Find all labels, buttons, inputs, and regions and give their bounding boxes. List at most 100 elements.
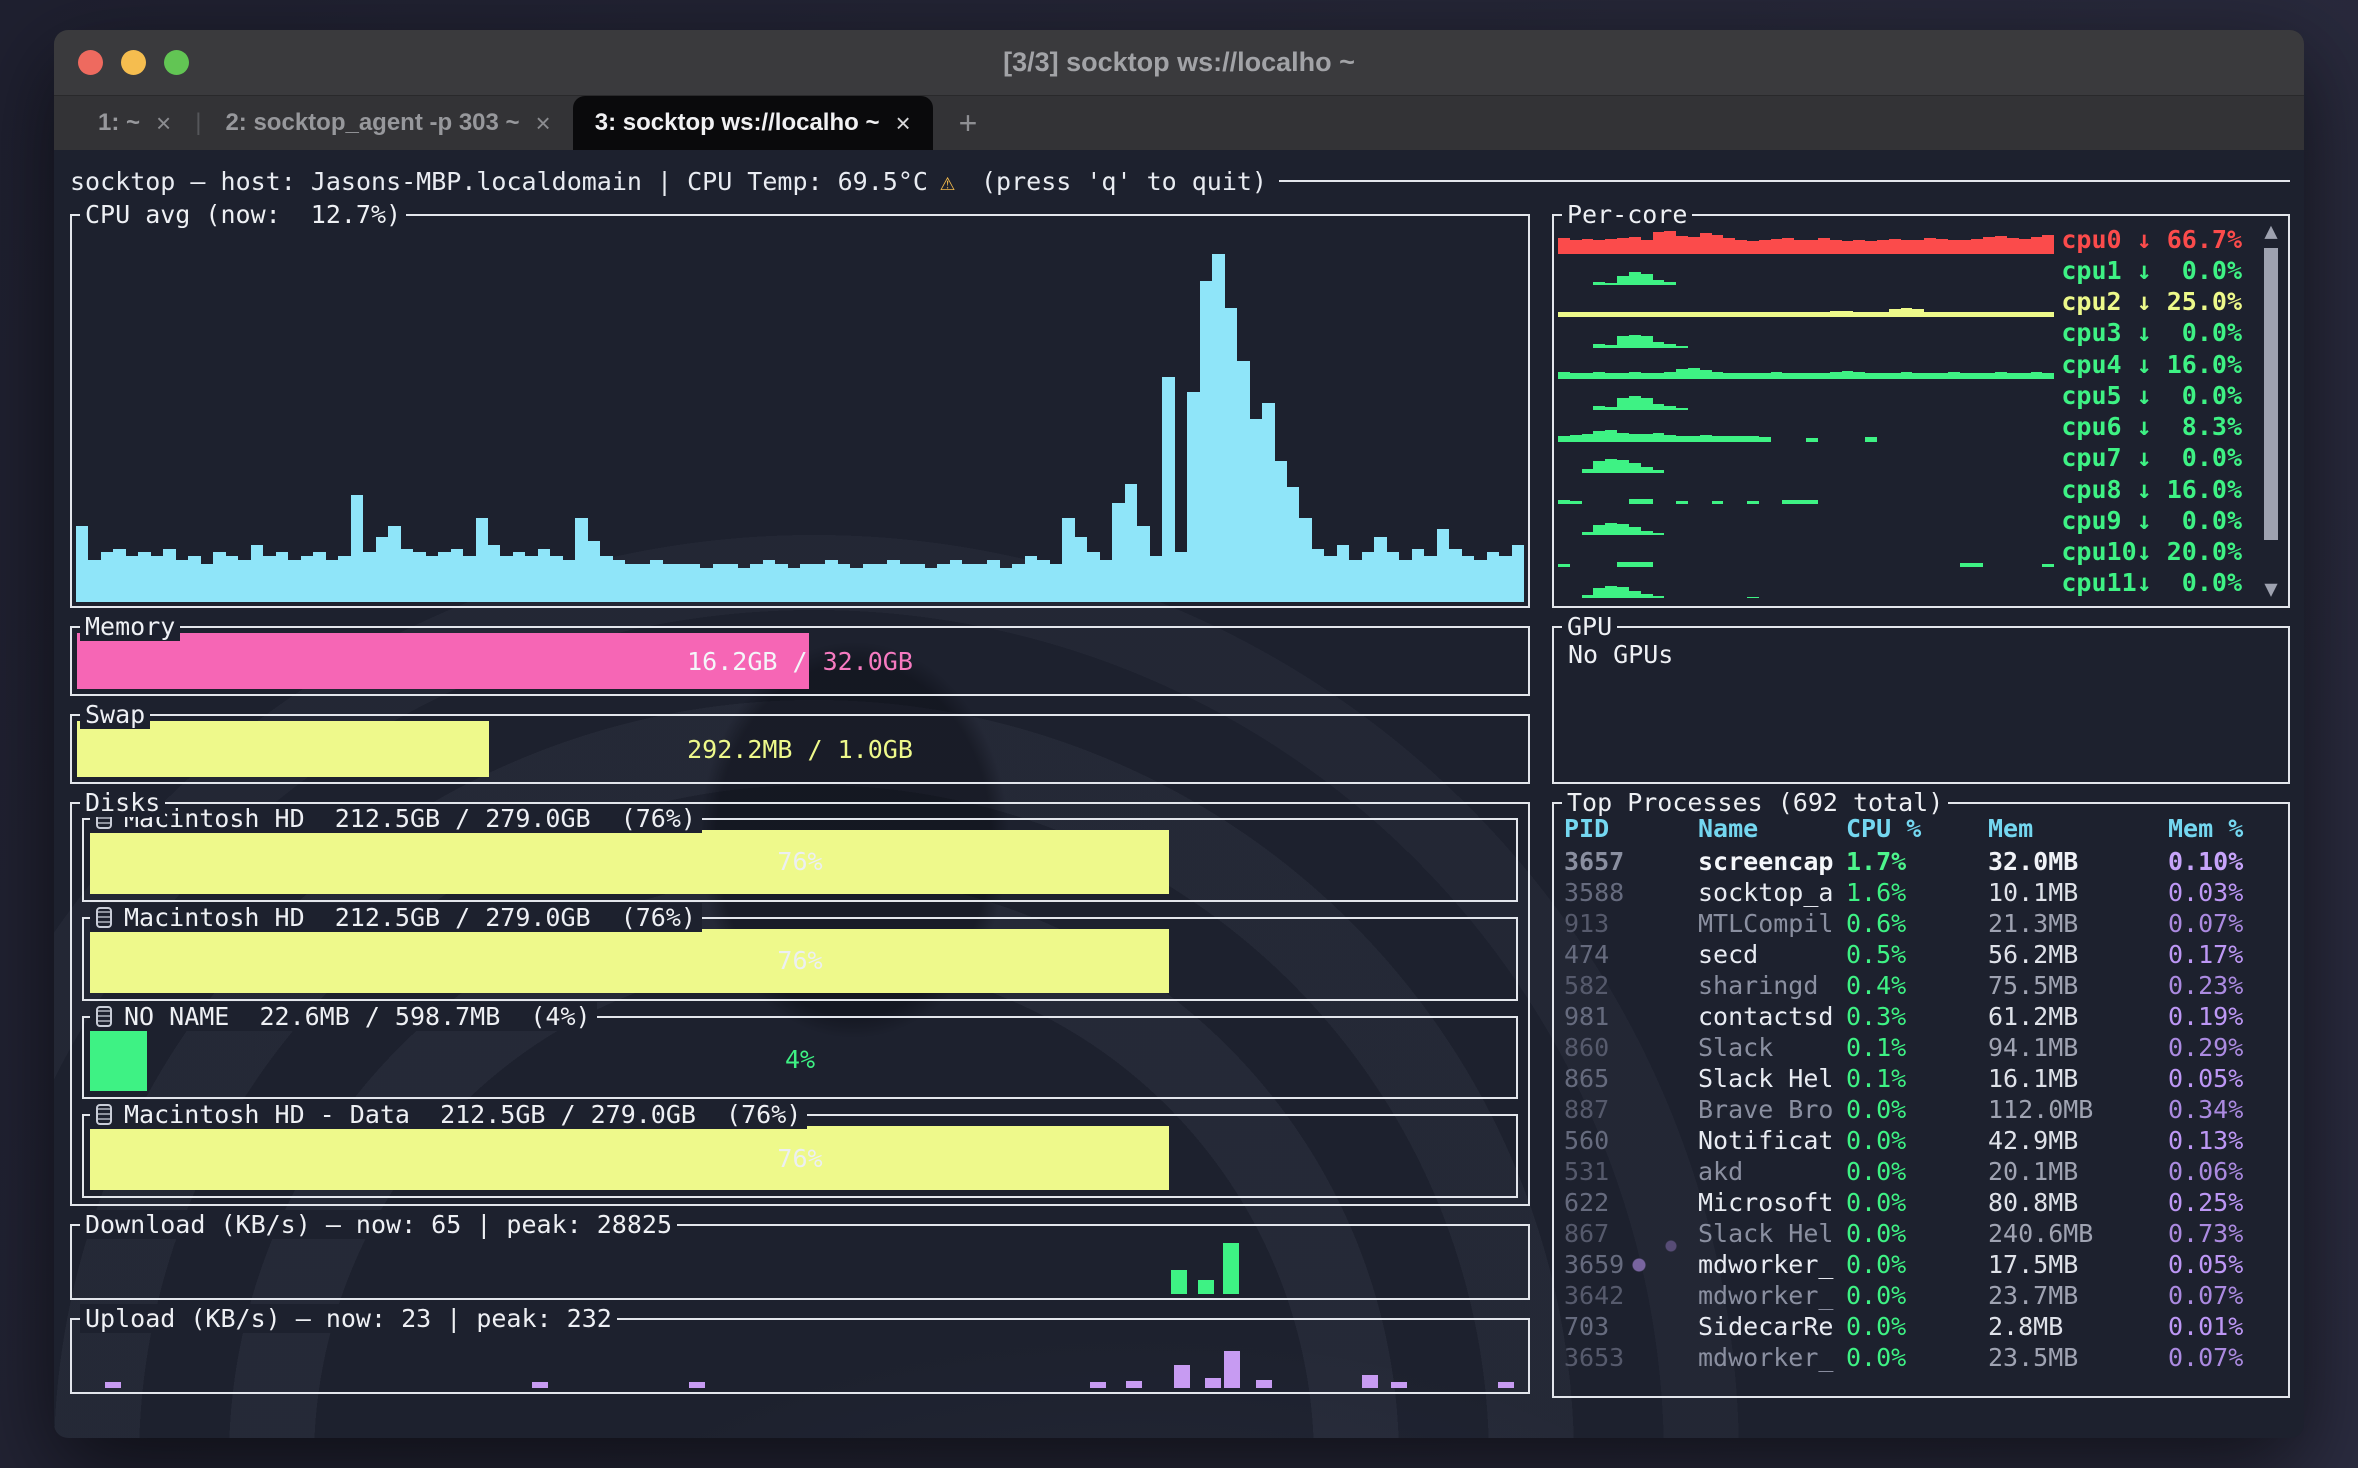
minimize-window-button[interactable] bbox=[121, 50, 146, 75]
core-row: cpu11↓ 0.0% bbox=[1558, 568, 2242, 598]
disk-icon bbox=[96, 1005, 112, 1027]
tab-2[interactable]: 2: socktop_agent -p 303 ~ × bbox=[203, 96, 572, 150]
spark-bar bbox=[1782, 499, 1795, 505]
zoom-window-button[interactable] bbox=[164, 50, 189, 75]
core-label: cpu10↓ 20.0% bbox=[2061, 537, 2242, 567]
tab-close-icon[interactable]: × bbox=[535, 107, 551, 138]
cpu-history-bar bbox=[1012, 563, 1025, 602]
tab-close-icon[interactable]: × bbox=[895, 107, 911, 138]
cpu-history-bar bbox=[1074, 537, 1088, 602]
net-bar bbox=[104, 1382, 121, 1388]
proc-name: mdworker_ bbox=[1698, 1343, 1834, 1372]
cpu-history-bar bbox=[175, 559, 189, 602]
spark-bar bbox=[1865, 240, 1877, 254]
spark-bar bbox=[1617, 373, 1629, 380]
spark-bar bbox=[1853, 372, 1866, 380]
spark-bar bbox=[1735, 435, 1747, 442]
spark-bar bbox=[1912, 239, 1925, 254]
memory-gauge-fill bbox=[77, 633, 809, 689]
cpu-history-bar bbox=[1486, 552, 1500, 602]
disk-title: Macintosh HD - Data 212.5GB / 279.0GB (7… bbox=[90, 1100, 808, 1130]
swap-gauge: 292.2MB / 1.0GB bbox=[77, 721, 1523, 777]
tab-3[interactable]: 3: socktop ws://localho ~ × bbox=[572, 96, 933, 150]
new-tab-button[interactable]: + bbox=[958, 104, 978, 141]
spark-bar bbox=[1924, 311, 1936, 317]
cpu-history-bar bbox=[475, 517, 488, 602]
spark-bar bbox=[1605, 282, 1618, 286]
spark-bar bbox=[1699, 233, 1712, 254]
spark-bar bbox=[1558, 238, 1570, 254]
spark-bar bbox=[1900, 240, 1913, 254]
spark-bar bbox=[1676, 312, 1688, 317]
spark-bar bbox=[1593, 344, 1606, 348]
spark-bar bbox=[1640, 397, 1653, 411]
cpu-history-bar bbox=[850, 567, 863, 602]
cpu-history-bar bbox=[1461, 556, 1475, 602]
spark-bar bbox=[1782, 237, 1795, 254]
cpu-history-bar bbox=[313, 552, 326, 602]
proc-pid: 981 bbox=[1564, 1002, 1610, 1031]
proc-memp: 0.23% bbox=[2168, 971, 2244, 1000]
disk-icon bbox=[96, 906, 112, 928]
per-core-scrollbar[interactable]: ▲ ▼ bbox=[2258, 218, 2284, 604]
cpu-history-bar bbox=[974, 563, 988, 602]
memory-panel: Memory 16.2GB / 32.0GB bbox=[70, 612, 1530, 696]
cpu-history-bar bbox=[1087, 552, 1100, 602]
spark-bar bbox=[1617, 562, 1629, 567]
proc-name: contactsd bbox=[1698, 1002, 1834, 1031]
spark-bar bbox=[1947, 372, 1960, 380]
proc-cpu: 0.0% bbox=[1846, 1281, 1907, 1310]
spark-bar bbox=[1605, 430, 1618, 442]
core-row: cpu1 ↓ 0.0% bbox=[1558, 255, 2242, 286]
scrollbar-thumb[interactable] bbox=[2264, 248, 2278, 540]
proc-pid: 865 bbox=[1564, 1064, 1610, 1093]
cpu-history-bar bbox=[163, 548, 176, 602]
spark-bar bbox=[1806, 499, 1818, 505]
scroll-down-icon[interactable]: ▼ bbox=[2264, 577, 2278, 602]
spark-bar bbox=[1664, 230, 1677, 254]
spark-bar bbox=[1569, 500, 1582, 505]
proc-pid: 703 bbox=[1564, 1312, 1610, 1341]
top-processes-title: Top Processes (692 total) bbox=[1562, 788, 1949, 817]
disk-gauge: 4% bbox=[90, 1027, 1510, 1092]
spark-bar bbox=[1794, 372, 1807, 380]
close-window-button[interactable] bbox=[78, 50, 103, 75]
tab-1[interactable]: 1: ~ × bbox=[76, 96, 193, 150]
disk-panel: Macintosh HD 212.5GB / 279.0GB (76%) 76% bbox=[82, 902, 1518, 1001]
tab-bar: 1: ~ × | 2: socktop_agent -p 303 ~ × 3: sockt… bbox=[54, 96, 2304, 150]
disk-label: Macintosh HD 212.5GB / 279.0GB (76%) bbox=[124, 902, 696, 932]
disk-gauge-label: 76% bbox=[777, 1143, 823, 1173]
net-bar bbox=[532, 1382, 549, 1388]
spark-bar bbox=[1581, 312, 1594, 317]
proc-name: SidecarRe bbox=[1698, 1312, 1834, 1341]
cpu-history-bar bbox=[1262, 403, 1275, 602]
scroll-up-icon[interactable]: ▲ bbox=[2264, 219, 2278, 244]
process-table: PID Name CPU % Mem Mem % 3657 screencap 1.7% 32… bbox=[1560, 814, 2280, 1390]
spark-bar bbox=[1558, 499, 1570, 505]
swap-gauge-fill bbox=[77, 721, 490, 777]
spark-bar bbox=[1628, 272, 1641, 286]
window-titlebar[interactable]: [3/3] socktop ws://localho ~ bbox=[54, 30, 2304, 96]
proc-mem: 23.7MB bbox=[1988, 1281, 2079, 1310]
disk-panel: Macintosh HD - Data 212.5GB / 279.0GB (7… bbox=[82, 1100, 1518, 1198]
net-bar bbox=[1125, 1380, 1142, 1388]
proc-col-header: PID bbox=[1564, 814, 1610, 843]
cpu-history-bar bbox=[1449, 548, 1462, 602]
net-bar bbox=[688, 1382, 705, 1388]
proc-mem: 61.2MB bbox=[1988, 1002, 2079, 1031]
core-sparkline bbox=[1558, 505, 2054, 536]
spark-bar bbox=[1569, 435, 1582, 442]
gpu-panel: GPU No GPUs bbox=[1552, 612, 2290, 784]
cpu-history-bar bbox=[712, 563, 726, 602]
spark-bar bbox=[1900, 372, 1913, 380]
spark-bar bbox=[1959, 563, 1972, 567]
spark-bar bbox=[1829, 239, 1842, 254]
cpu-history-bar bbox=[138, 552, 151, 602]
spark-bar bbox=[1676, 435, 1688, 442]
spark-bar bbox=[1735, 239, 1747, 254]
spark-bar bbox=[2042, 372, 2055, 380]
proc-col-header: CPU % bbox=[1846, 814, 1922, 843]
cpu-history-bar bbox=[587, 540, 601, 602]
tab-close-icon[interactable]: × bbox=[156, 107, 172, 138]
spark-bar bbox=[1640, 372, 1653, 380]
